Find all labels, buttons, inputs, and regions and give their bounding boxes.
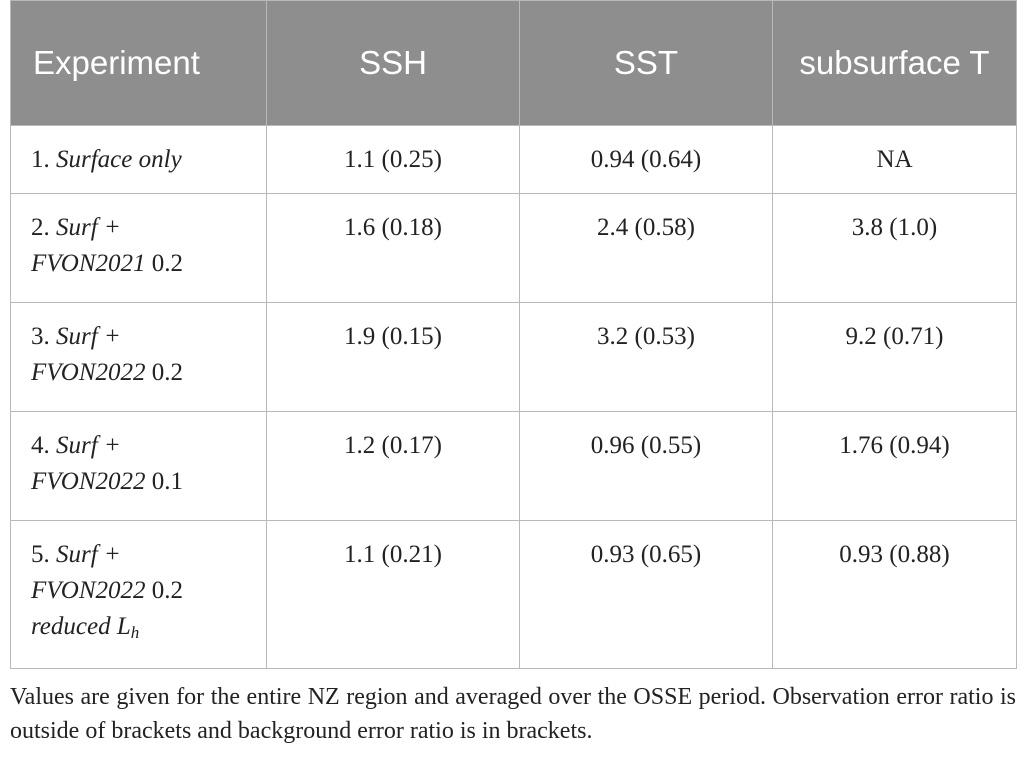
experiment-cell: 3. Surf + FVON2022 0.2 bbox=[10, 302, 267, 412]
experiment-suffix: 0.2 bbox=[151, 250, 184, 277]
header-experiment: Experiment bbox=[10, 0, 267, 126]
table-row: 4. Surf + FVON2022 0.1 1.2 (0.17) 0.96 (0… bbox=[10, 411, 1017, 521]
ssh-cell: 1.9 (0.15) bbox=[266, 302, 520, 412]
sst-cell: 0.93 (0.65) bbox=[519, 520, 773, 669]
table-row: 1. Surface only 1.1 (0.25) 0.94 (0.64) N… bbox=[10, 125, 1017, 194]
experiment-number: 2. bbox=[31, 214, 50, 241]
experiment-suffix: 0.2 bbox=[151, 359, 184, 386]
sst-cell: 0.94 (0.64) bbox=[519, 125, 773, 194]
experiment-name-line-1: Surf + bbox=[56, 214, 121, 241]
sst-cell: 0.96 (0.55) bbox=[519, 411, 773, 521]
experiment-name-line-3: reduced bbox=[31, 613, 111, 640]
length-scale-subscript: h bbox=[130, 623, 140, 642]
experiment-number: 5. bbox=[31, 541, 50, 568]
experiment-name-line-1: Surf + bbox=[56, 323, 121, 350]
ssh-cell: 1.1 (0.25) bbox=[266, 125, 520, 194]
experiment-cell: 4. Surf + FVON2022 0.1 bbox=[10, 411, 267, 521]
experiment-name-line-2: FVON2022 bbox=[31, 577, 146, 604]
experiment-suffix: 0.2 bbox=[151, 577, 184, 604]
ssh-cell: 1.6 (0.18) bbox=[266, 193, 520, 303]
experiment-name-line-2: FVON2022 bbox=[31, 468, 146, 495]
subsurface-t-cell: 1.76 (0.94) bbox=[772, 411, 1017, 521]
experiment-cell: 1. Surface only bbox=[10, 125, 267, 194]
experiment-name-line-1: Surf + bbox=[56, 541, 121, 568]
experiment-name-line-2: FVON2021 bbox=[31, 250, 146, 277]
experiment-number: 1. bbox=[31, 146, 50, 173]
experiment-name-line-2: FVON2022 bbox=[31, 359, 146, 386]
experiment-cell: 5. Surf + FVON2022 0.2 reduced Lh bbox=[10, 520, 267, 669]
sst-cell: 2.4 (0.58) bbox=[519, 193, 773, 303]
subsurface-t-cell: NA bbox=[772, 125, 1017, 194]
subsurface-t-cell: 9.2 (0.71) bbox=[772, 302, 1017, 412]
experiment-name: Surface only bbox=[56, 146, 182, 173]
header-sst: SST bbox=[519, 0, 773, 126]
results-table: Experiment SSH SST subsurface T 1. Surfa… bbox=[10, 0, 1017, 669]
results-table-container: Experiment SSH SST subsurface T 1. Surfa… bbox=[10, 0, 1017, 669]
experiment-number: 3. bbox=[31, 323, 50, 350]
experiment-cell: 2. Surf + FVON2021 0.2 bbox=[10, 193, 267, 303]
length-scale-symbol: L bbox=[116, 613, 131, 640]
table-row: 2. Surf + FVON2021 0.2 1.6 (0.18) 2.4 (0.… bbox=[10, 193, 1017, 303]
ssh-cell: 1.1 (0.21) bbox=[266, 520, 520, 669]
header-ssh: SSH bbox=[266, 0, 520, 126]
table-header-row: Experiment SSH SST subsurface T bbox=[10, 0, 1017, 126]
table-row: 3. Surf + FVON2022 0.2 1.9 (0.15) 3.2 (0.… bbox=[10, 302, 1017, 412]
subsurface-t-cell: 0.93 (0.88) bbox=[772, 520, 1017, 669]
experiment-number: 4. bbox=[31, 432, 50, 459]
table-footnote: Values are given for the entire NZ regio… bbox=[10, 684, 1016, 744]
ssh-cell: 1.2 (0.17) bbox=[266, 411, 520, 521]
experiment-name-line-1: Surf + bbox=[56, 432, 121, 459]
subsurface-t-cell: 3.8 (1.0) bbox=[772, 193, 1017, 303]
experiment-suffix: 0.1 bbox=[151, 468, 184, 495]
table-row: 5. Surf + FVON2022 0.2 reduced Lh 1.1 (0.2… bbox=[10, 520, 1017, 669]
sst-cell: 3.2 (0.53) bbox=[519, 302, 773, 412]
header-subsurface-t: subsurface T bbox=[772, 0, 1017, 126]
